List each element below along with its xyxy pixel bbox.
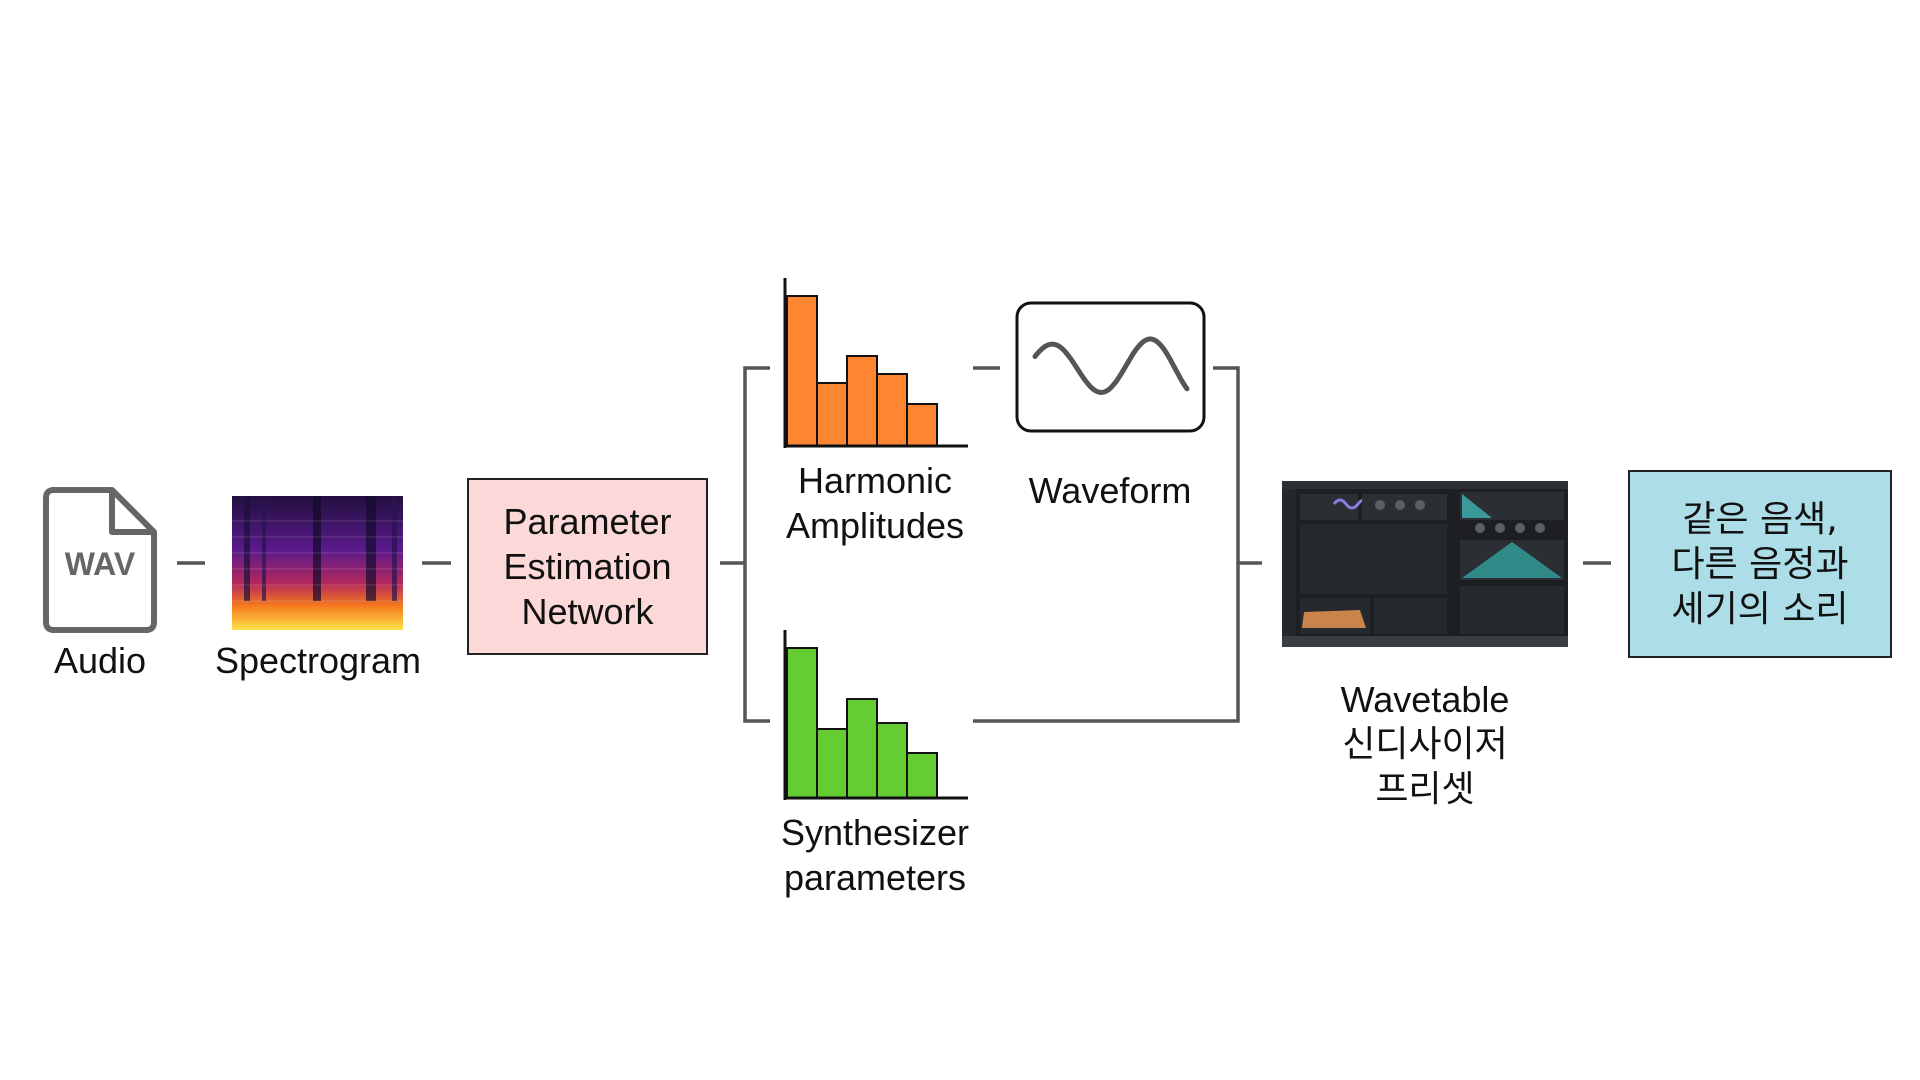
wavetable-line-1: Wavetable <box>1340 679 1510 720</box>
synth-line-1: Synthesizer <box>780 812 970 853</box>
harmonic-bar-4 <box>876 373 908 447</box>
connector-synth-merge <box>973 563 1240 723</box>
connectors <box>177 366 1611 723</box>
network-line-2: Estimation <box>503 546 672 587</box>
synth-parameters-chart <box>783 630 968 800</box>
wavetable-synth-screenshot <box>1282 481 1568 647</box>
harmonic-amplitudes-label: Harmonic Amplitudes <box>770 458 980 548</box>
synthesizer-parameters-label: Synthesizer parameters <box>770 810 980 900</box>
network-line-3: Network <box>521 591 654 632</box>
synth-line-2: parameters <box>783 857 967 898</box>
result-line-1: 같은 음색, <box>1682 498 1838 540</box>
wavetable-line-3: 프리셋 <box>1375 769 1475 810</box>
synth-bar-5 <box>906 752 938 799</box>
harmonic-line-2: Amplitudes <box>785 505 965 546</box>
result-sound-box: 같은 음색, 다른 음정과 세기의 소리 <box>1628 470 1892 658</box>
connector-split-bracket <box>743 366 770 723</box>
wavetable-line-2: 신디사이저 <box>1342 724 1508 765</box>
synth-bar-4 <box>876 722 908 799</box>
connector-waveform-merge <box>1213 366 1262 565</box>
harmonic-bar-1 <box>786 295 818 447</box>
wav-icon-text: WAV <box>65 546 136 582</box>
harmonic-line-1: Harmonic <box>797 460 953 501</box>
wavetable-preset-label: Wavetable 신디사이저 프리셋 <box>1315 677 1535 812</box>
spectrogram-label: Spectrogram <box>214 640 422 681</box>
spectrogram-image <box>232 496 403 630</box>
synth-bar-2 <box>816 728 848 799</box>
harmonic-bar-3 <box>846 355 878 447</box>
synth-bar-1 <box>786 647 818 799</box>
parameter-estimation-network-box: Parameter Estimation Network <box>467 478 708 655</box>
harmonic-bar-5 <box>906 403 938 447</box>
synth-bar-3 <box>846 698 878 799</box>
wav-file-icon: WAV <box>43 487 157 633</box>
harmonic-amplitudes-chart <box>783 278 968 448</box>
waveform-label: Waveform <box>1028 470 1192 511</box>
harmonic-bar-2 <box>816 382 848 447</box>
result-line-2: 다른 음정과 <box>1671 543 1849 585</box>
audio-label: Audio <box>53 640 147 681</box>
result-line-3: 세기의 소리 <box>1671 588 1849 630</box>
network-line-1: Parameter <box>503 501 672 542</box>
waveform-icon <box>1015 301 1206 433</box>
